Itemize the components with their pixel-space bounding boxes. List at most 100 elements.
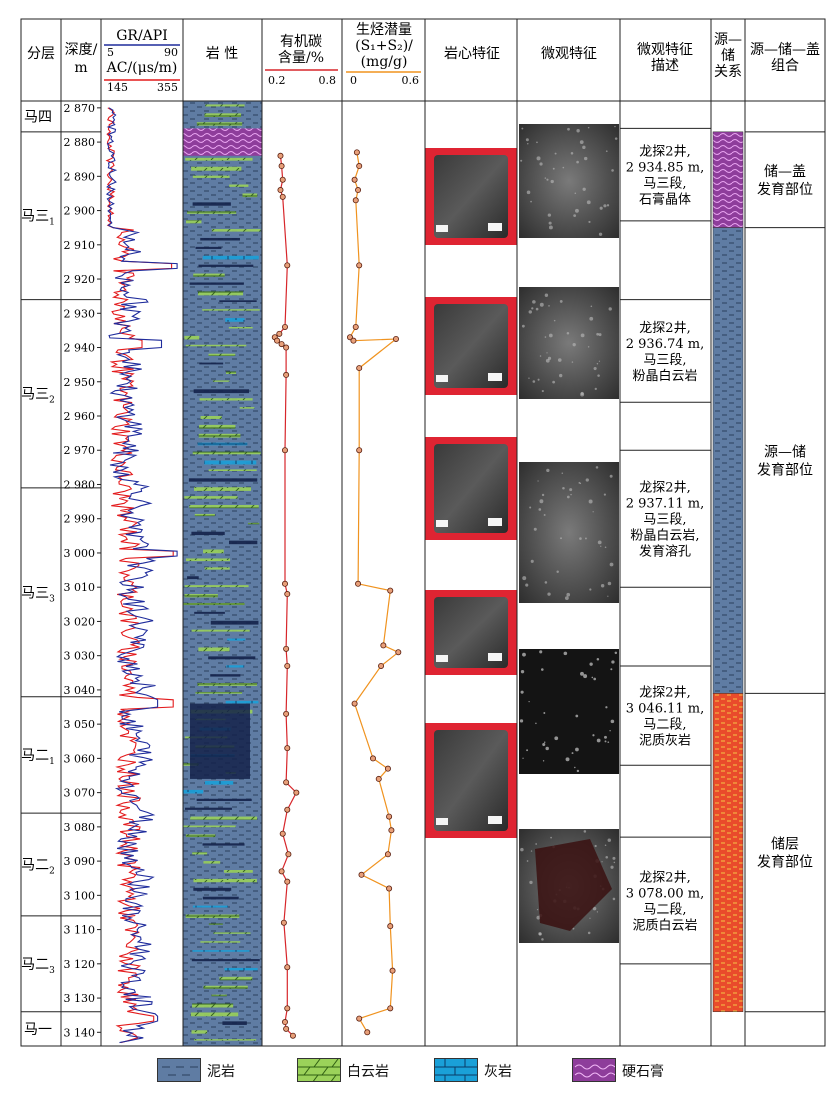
lithology-base-mudstone	[183, 101, 262, 1046]
depth-tick-label: 2 980	[64, 478, 96, 491]
desc-line: 2 936.74 m,	[626, 337, 704, 352]
layer-label: 马三2	[21, 387, 55, 406]
header-source-res-3: 关系	[714, 64, 742, 80]
s12-point	[356, 447, 363, 454]
desc-line: 泥质白云岩	[632, 917, 697, 933]
lithology-band	[185, 914, 240, 918]
toc-point	[274, 337, 281, 344]
lithology-band	[212, 380, 230, 382]
header-depth-2: m	[74, 60, 87, 76]
s12-point	[350, 337, 357, 344]
desc-line: 龙探2井,	[639, 686, 690, 701]
geochem-curves	[271, 149, 402, 1039]
assemblage-label: 储层	[771, 837, 799, 853]
lithology-band	[199, 424, 236, 429]
toc-point	[278, 163, 285, 170]
toc-point	[281, 323, 288, 330]
lithology-band	[225, 700, 259, 704]
s12-point	[353, 149, 360, 156]
header-toc-min: 0.2	[268, 74, 286, 87]
header-scale-lines	[104, 44, 421, 81]
lithology-band	[185, 834, 216, 838]
header-depth-1: 深度/	[65, 42, 98, 58]
toc-point	[284, 591, 291, 598]
lithology-band	[226, 371, 237, 374]
s12-point	[380, 642, 387, 649]
toc-point	[276, 330, 283, 337]
s12-point	[358, 871, 365, 878]
lithology-band	[184, 594, 218, 598]
lithology-band	[219, 300, 257, 302]
lithology-band	[185, 344, 247, 347]
lithology-band	[192, 175, 230, 178]
lithology-band	[229, 184, 249, 187]
toc-point	[284, 878, 291, 885]
legend-label-limestone: 灰岩	[484, 1064, 512, 1080]
toc-point	[284, 806, 291, 813]
toc-point	[283, 344, 290, 351]
header-layer: 分层	[27, 46, 55, 62]
legend-label-anhydrite: 硬石膏	[622, 1064, 664, 1080]
core-photo	[425, 148, 517, 245]
s12-point	[356, 262, 363, 269]
gr-curve	[105, 107, 178, 1044]
lithology-band	[195, 246, 222, 249]
lithology-band	[204, 460, 257, 465]
s12-point	[387, 923, 394, 930]
legend-swatch-mudstone	[157, 1058, 201, 1082]
header-s12-min: 0	[350, 74, 357, 87]
layer-subscript: 2	[49, 396, 55, 406]
depth-tick-label: 2 900	[64, 205, 96, 218]
lithology-band	[202, 843, 245, 846]
lithology-band	[224, 967, 258, 971]
header-gr-min: 5	[107, 46, 114, 59]
lithology-band	[187, 576, 199, 580]
s12-point	[369, 755, 376, 762]
header-s12-1: 生烃潜量	[356, 22, 412, 38]
toc-point	[284, 964, 291, 971]
header-s12-2: (S₁+S₂)/	[355, 38, 413, 54]
header-micro-desc-2: 描述	[651, 58, 679, 74]
layer-label: 马二3	[21, 957, 55, 976]
s12-point	[351, 700, 358, 707]
lithology-band	[191, 959, 260, 962]
lithology-band	[222, 1021, 247, 1025]
desc-line: 马二段,	[643, 718, 686, 733]
core-photos	[425, 148, 517, 838]
header-toc-2: 含量/%	[278, 50, 324, 66]
lithology-band	[225, 318, 245, 322]
lithology-band	[210, 620, 259, 625]
lithology-band	[196, 122, 243, 126]
legend: 泥岩 白云岩 灰岩 硬石膏	[0, 1052, 840, 1092]
header-gr-max: 90	[164, 46, 178, 59]
lithology-band	[183, 602, 245, 606]
lithology-band	[247, 522, 260, 525]
lithology-band	[198, 264, 254, 267]
s12-point	[346, 334, 353, 341]
lithology-band	[185, 157, 253, 161]
s12-point	[364, 1029, 371, 1036]
desc-line: 马三段,	[643, 353, 686, 368]
layer-label: 马四	[24, 109, 52, 125]
micro-photos	[519, 124, 619, 943]
depth-tick-label: 3 120	[64, 958, 96, 971]
toc-point	[279, 830, 286, 837]
lithology-band	[183, 825, 236, 828]
s12-point	[356, 163, 363, 170]
toc-point	[283, 645, 290, 652]
toc-point	[293, 789, 300, 796]
lithology-band	[184, 496, 238, 499]
s12-point	[356, 365, 363, 372]
lithology-band	[191, 1030, 208, 1034]
header-core: 岩心特征	[444, 46, 500, 62]
s12-point	[384, 765, 391, 772]
header-ac-min: 145	[107, 81, 128, 94]
ac-curve	[105, 107, 174, 1044]
depth-tick-label: 3 090	[64, 855, 96, 868]
toc-point	[285, 851, 292, 858]
desc-line: 3 046.11 m,	[626, 702, 704, 717]
lithology-band	[191, 166, 242, 171]
lithology-band	[196, 798, 252, 801]
